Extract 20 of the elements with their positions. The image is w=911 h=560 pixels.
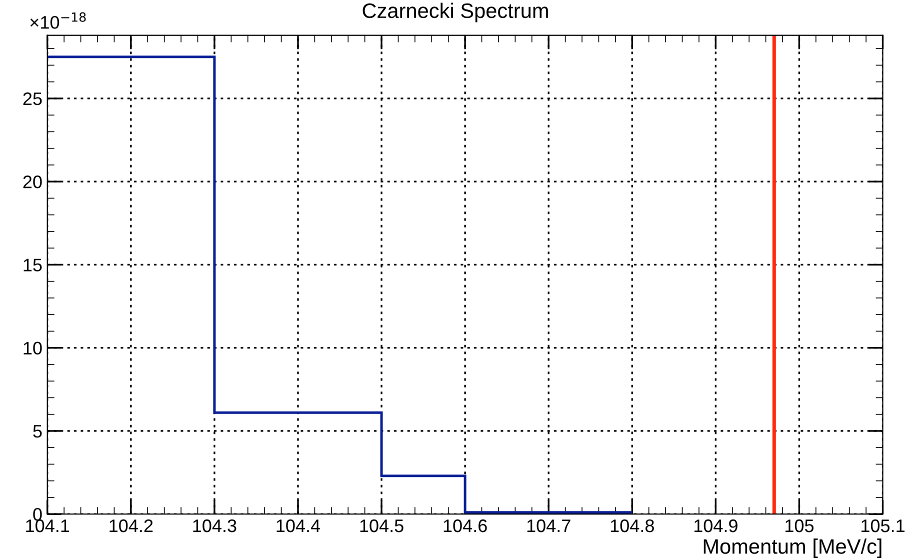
text: ×10$^{−18}$ <box>30 12 86 29</box>
x-tick-label: 104.6 <box>444 519 487 532</box>
x-tick-label: 104.3 <box>193 519 236 532</box>
x-tick-label: 104.8 <box>610 519 654 532</box>
x-tick-label: 104.9 <box>694 519 738 532</box>
x-axis-title: Momentum [MeV/c] <box>704 538 882 558</box>
y-tick-label: 0 <box>33 508 42 521</box>
chart-title: Czarnecki Spectrum <box>362 2 548 22</box>
y-tick-label: 20 <box>23 176 42 188</box>
y-tick-label: 10 <box>24 342 42 355</box>
x-tick-label: 104.1 <box>26 519 70 532</box>
x-tick-label: 105.1 <box>862 519 904 532</box>
y-tick-label: 15 <box>24 258 42 272</box>
x-tick-label: 104.2 <box>110 519 153 532</box>
x-tick-label: 104.5 <box>360 519 404 532</box>
x-tick-label: 105 <box>786 519 814 532</box>
x-tick-label: 104.4 <box>276 519 320 532</box>
x-tick-label: 104.7 <box>527 519 570 532</box>
y-tick-label: 5 <box>33 425 42 438</box>
y-tick-label: 25 <box>23 92 42 106</box>
